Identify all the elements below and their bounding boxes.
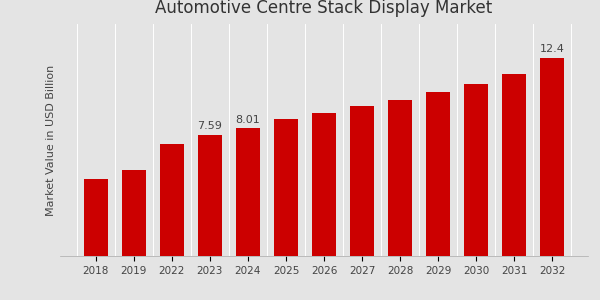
Bar	[427, 92, 450, 256]
Bar	[312, 113, 336, 256]
Text: 12.4: 12.4	[540, 44, 565, 54]
Bar	[388, 100, 412, 256]
Text: 8.01: 8.01	[236, 115, 260, 124]
Y-axis label: Market Value in USD Billion: Market Value in USD Billion	[46, 64, 56, 216]
Bar	[160, 144, 184, 256]
Bar	[502, 74, 526, 256]
Bar	[236, 128, 260, 256]
Bar	[198, 135, 221, 256]
Bar	[541, 58, 564, 256]
Bar	[350, 106, 374, 256]
Bar	[122, 169, 146, 256]
Text: 7.59: 7.59	[197, 122, 223, 131]
Bar	[84, 179, 107, 256]
Bar	[274, 119, 298, 256]
Bar	[464, 84, 488, 256]
Title: Automotive Centre Stack Display Market: Automotive Centre Stack Display Market	[155, 0, 493, 17]
